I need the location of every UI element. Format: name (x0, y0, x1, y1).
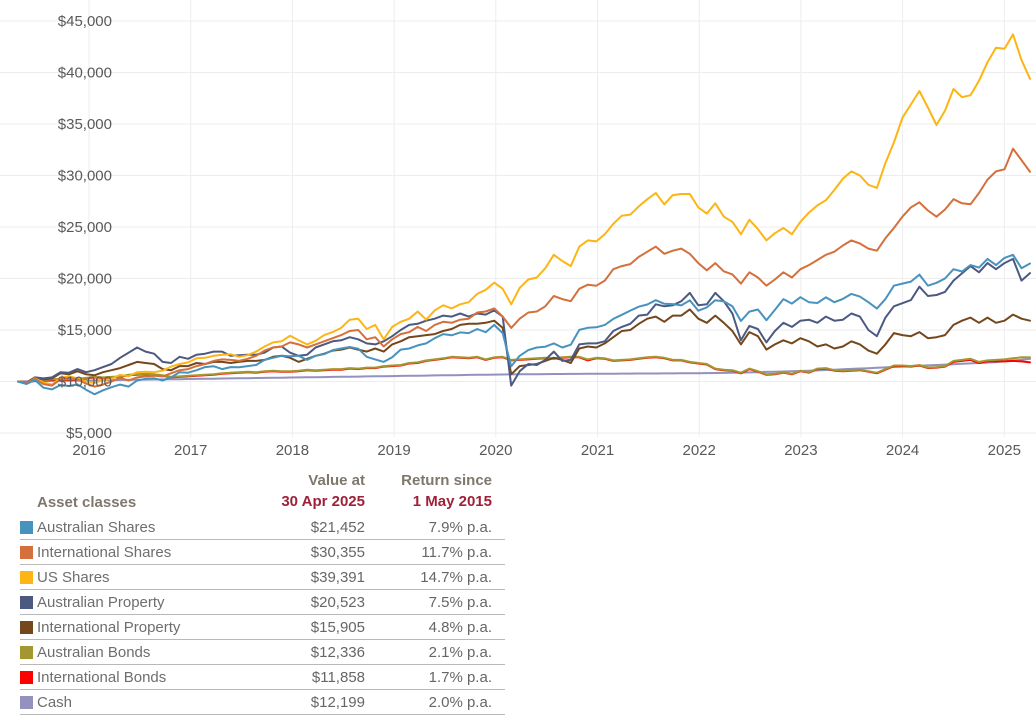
legend-swatch-icon (20, 520, 33, 534)
table-row: Australian Bonds $12,336 2.1% p.a. (20, 640, 505, 665)
x-axis-label: 2024 (886, 442, 919, 459)
series-line-australian-shares (17, 253, 1031, 396)
x-axis-label: 2020 (479, 442, 512, 459)
asset-label: International Shares (37, 543, 172, 561)
series-line-cash (17, 357, 1031, 383)
asset-classes-header: Asset classes (37, 494, 137, 511)
table-row: Australian Property $20,523 7.5% p.a. (20, 590, 505, 615)
legend-swatch-icon (20, 545, 33, 559)
y-axis-label: $45,000 (58, 13, 112, 30)
return-cell: 2.1% p.a. (428, 643, 492, 661)
asset-class-table: Asset classes Value at 30 Apr 2025 Retur… (20, 470, 505, 715)
y-axis-label: $10,000 (58, 374, 112, 391)
y-axis-label: $30,000 (58, 168, 112, 185)
legend-swatch-icon (20, 695, 33, 709)
x-axis-label: 2018 (276, 442, 309, 459)
legend-swatch-icon (20, 645, 33, 659)
series-line-international-shares (17, 147, 1031, 388)
y-axis-label: $35,000 (58, 116, 112, 133)
x-axis-label: 2022 (683, 442, 716, 459)
value-at-date: 30 Apr 2025 (281, 493, 365, 510)
legend-swatch-icon (20, 620, 33, 634)
y-axis-label: $20,000 (58, 271, 112, 288)
legend-swatch-icon (20, 670, 33, 684)
y-axis-label: $15,000 (58, 322, 112, 339)
value-cell: $30,355 (310, 543, 365, 561)
asset-label: US Shares (37, 568, 110, 586)
asset-label: Australian Shares (37, 518, 156, 536)
x-axis-label: 2021 (581, 442, 614, 459)
table-row: International Property $15,905 4.8% p.a. (20, 615, 505, 640)
asset-label: Cash (37, 693, 73, 711)
value-cell: $15,905 (310, 618, 365, 636)
value-cell: $12,336 (310, 643, 365, 661)
table-row: International Bonds $11,858 1.7% p.a. (20, 665, 505, 690)
series-line-australian-property (17, 257, 1031, 387)
asset-label: International Bonds (37, 668, 167, 686)
asset-label: Australian Bonds (37, 643, 151, 661)
table-row: Cash $12,199 2.0% p.a. (20, 690, 505, 715)
value-cell: $11,858 (311, 668, 365, 686)
x-axis-label: 2016 (72, 442, 105, 459)
value-cell: $21,452 (310, 518, 365, 536)
x-axis-label: 2017 (174, 442, 207, 459)
asset-cell: US Shares (20, 569, 238, 586)
legend-swatch-icon (20, 595, 33, 609)
return-cell: 1.7% p.a. (428, 668, 492, 686)
series-line-us-shares (17, 33, 1031, 386)
value-cell: $39,391 (310, 568, 365, 586)
asset-label: Australian Property (37, 593, 165, 611)
x-axis-label: 2025 (988, 442, 1021, 459)
y-axis-label: $40,000 (58, 65, 112, 82)
y-axis-label: $5,000 (66, 425, 112, 442)
legend-swatch-icon (20, 570, 33, 584)
value-cell: $20,523 (310, 593, 365, 611)
asset-cell: International Shares (20, 544, 238, 561)
series-line-international-property (17, 308, 1031, 384)
table-row: Australian Shares $21,452 7.9% p.a. (20, 515, 505, 540)
return-cell: 11.7% p.a. (421, 543, 492, 561)
return-cell: 7.5% p.a. (428, 593, 492, 611)
return-since-header: Return since (401, 472, 492, 489)
table-row: International Shares $30,355 11.7% p.a. (20, 540, 505, 565)
return-cell: 7.9% p.a. (428, 518, 492, 536)
asset-cell: Australian Shares (20, 519, 238, 536)
return-cell: 2.0% p.a. (428, 693, 492, 711)
table-rows: Australian Shares $21,452 7.9% p.a. Interna… (20, 515, 505, 715)
x-axis-label: 2019 (377, 442, 410, 459)
series-line-australian-bonds (17, 355, 1031, 384)
table-row: US Shares $39,391 14.7% p.a. (20, 565, 505, 590)
asset-label: International Property (37, 618, 181, 636)
table-header: Asset classes Value at 30 Apr 2025 Retur… (20, 470, 505, 515)
performance-chart[interactable]: $45,000 $40,000 $35,000 $30,000 $25,000 $20,0… (0, 0, 1036, 460)
asset-cell: International Property (20, 619, 238, 636)
asset-cell: Cash (20, 694, 238, 711)
return-cell: 4.8% p.a. (428, 618, 492, 636)
value-cell: $12,199 (310, 693, 365, 711)
asset-cell: Australian Bonds (20, 644, 238, 661)
asset-cell: Australian Property (20, 594, 238, 611)
value-at-header: Value at (308, 472, 365, 489)
asset-cell: International Bonds (20, 669, 238, 686)
x-axis-label: 2023 (784, 442, 817, 459)
return-since-date: 1 May 2015 (412, 493, 492, 510)
y-axis-label: $25,000 (58, 219, 112, 236)
return-cell: 14.7% p.a. (420, 568, 492, 586)
